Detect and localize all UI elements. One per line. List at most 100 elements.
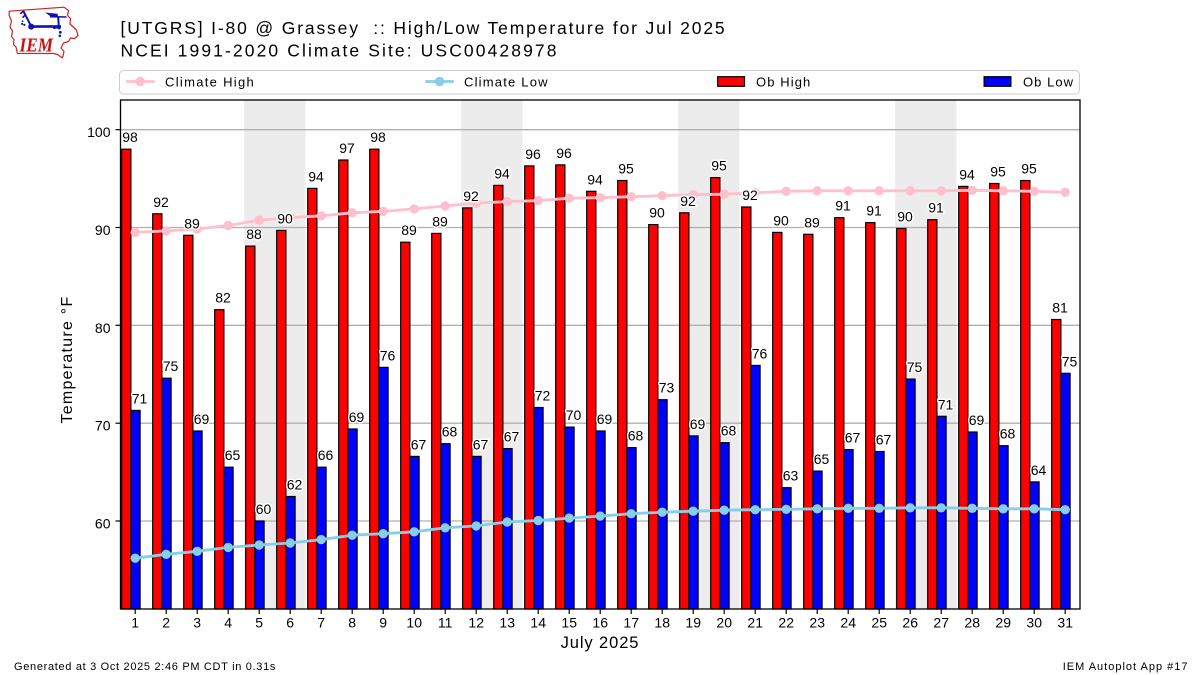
svg-text:96: 96: [556, 145, 572, 161]
svg-text:63: 63: [783, 468, 799, 484]
svg-text:75: 75: [907, 359, 923, 375]
svg-text:1: 1: [131, 615, 139, 631]
svg-text:90: 90: [277, 210, 293, 226]
svg-text:8: 8: [348, 615, 356, 631]
svg-text:89: 89: [184, 215, 200, 231]
svg-text:6: 6: [286, 615, 294, 631]
svg-text:91: 91: [866, 203, 882, 219]
svg-text:29: 29: [995, 615, 1011, 631]
svg-text:9: 9: [379, 615, 387, 631]
svg-text:22: 22: [778, 615, 794, 631]
svg-text:98: 98: [122, 129, 138, 145]
svg-text:13: 13: [499, 615, 515, 631]
svg-text:92: 92: [742, 187, 758, 203]
svg-text:82: 82: [215, 290, 231, 306]
svg-text:90: 90: [773, 212, 789, 228]
svg-text:91: 91: [835, 198, 851, 214]
svg-text:90: 90: [649, 205, 665, 221]
svg-text:18: 18: [654, 615, 670, 631]
svg-text:95: 95: [1021, 161, 1037, 177]
svg-text:75: 75: [163, 358, 179, 374]
svg-text:5: 5: [255, 615, 263, 631]
svg-text:92: 92: [463, 188, 479, 204]
svg-text:69: 69: [690, 416, 706, 432]
svg-text:67: 67: [473, 436, 489, 452]
svg-text:70: 70: [95, 418, 111, 434]
svg-text:31: 31: [1057, 615, 1073, 631]
svg-text:2: 2: [162, 615, 170, 631]
svg-text:3: 3: [193, 615, 201, 631]
svg-text:14: 14: [530, 615, 546, 631]
svg-text:70: 70: [566, 407, 582, 423]
svg-text:89: 89: [401, 222, 417, 238]
svg-text:60: 60: [256, 501, 272, 517]
svg-text:92: 92: [680, 193, 696, 209]
svg-text:68: 68: [442, 424, 458, 440]
svg-text:11: 11: [438, 615, 453, 631]
svg-text:Climate High: Climate High: [165, 75, 255, 90]
svg-text:NCEI 1991-2020 Climate Site: U: NCEI 1991-2020 Climate Site: USC00428978: [121, 41, 559, 61]
svg-text:94: 94: [959, 166, 975, 182]
svg-text:67: 67: [411, 436, 427, 452]
svg-text:68: 68: [1000, 426, 1016, 442]
svg-text:20: 20: [716, 615, 732, 631]
svg-text:69: 69: [194, 411, 210, 427]
svg-text:75: 75: [1062, 353, 1078, 369]
svg-text:67: 67: [876, 432, 892, 448]
svg-text:69: 69: [597, 411, 613, 427]
svg-text:67: 67: [845, 430, 861, 446]
svg-text:12: 12: [468, 615, 484, 631]
svg-text:Temperature °F: Temperature °F: [59, 296, 76, 424]
svg-text:92: 92: [153, 194, 169, 210]
svg-text:71: 71: [132, 390, 148, 406]
svg-text:95: 95: [990, 164, 1006, 180]
svg-text:68: 68: [628, 428, 644, 444]
svg-text:80: 80: [95, 320, 111, 336]
svg-text:IEM Autoplot App #17: IEM Autoplot App #17: [1063, 661, 1189, 673]
svg-text:21: 21: [747, 615, 763, 631]
svg-text:10: 10: [406, 615, 422, 631]
svg-text:94: 94: [308, 168, 324, 184]
svg-text:71: 71: [938, 396, 954, 412]
svg-text:24: 24: [840, 615, 856, 631]
svg-text:91: 91: [928, 200, 944, 216]
svg-text:60: 60: [95, 516, 111, 532]
svg-text:69: 69: [969, 412, 985, 428]
svg-text:89: 89: [432, 213, 448, 229]
svg-text:89: 89: [804, 214, 820, 230]
svg-text:15: 15: [561, 615, 577, 631]
svg-text:100: 100: [87, 124, 111, 140]
svg-text:72: 72: [535, 388, 551, 404]
svg-text:Ob High: Ob High: [756, 75, 811, 90]
svg-text:7: 7: [317, 615, 325, 631]
svg-text:IEM: IEM: [19, 35, 54, 57]
svg-text:Generated at 3 Oct 2025 2:46 P: Generated at 3 Oct 2025 2:46 PM CDT in 0…: [14, 661, 276, 673]
svg-text:97: 97: [339, 140, 355, 156]
svg-text:23: 23: [809, 615, 825, 631]
svg-text:95: 95: [618, 161, 634, 177]
svg-text:73: 73: [659, 380, 675, 396]
svg-text:17: 17: [623, 615, 639, 631]
svg-text:25: 25: [871, 615, 887, 631]
svg-text:Climate Low: Climate Low: [464, 75, 549, 90]
svg-text:98: 98: [370, 129, 386, 145]
svg-text:95: 95: [711, 158, 727, 174]
svg-text:67: 67: [504, 429, 520, 445]
svg-text:94: 94: [494, 165, 510, 181]
svg-text:69: 69: [349, 409, 365, 425]
svg-text:94: 94: [587, 171, 603, 187]
svg-text:65: 65: [814, 451, 830, 467]
svg-text:90: 90: [897, 209, 913, 225]
svg-text:16: 16: [592, 615, 608, 631]
svg-text:[UTGRS] I-80 @ Grassey :: Hig: [UTGRS] I-80 @ Grassey :: High/Low Tempe…: [121, 18, 727, 38]
svg-text:27: 27: [933, 615, 949, 631]
svg-text:4: 4: [224, 615, 232, 631]
svg-text:62: 62: [287, 477, 303, 493]
svg-text:19: 19: [685, 615, 701, 631]
svg-text:July 2025: July 2025: [561, 634, 640, 652]
svg-text:65: 65: [225, 447, 241, 463]
svg-text:76: 76: [380, 347, 396, 363]
svg-text:66: 66: [318, 447, 334, 463]
svg-text:64: 64: [1031, 462, 1047, 478]
svg-text:81: 81: [1052, 300, 1068, 316]
